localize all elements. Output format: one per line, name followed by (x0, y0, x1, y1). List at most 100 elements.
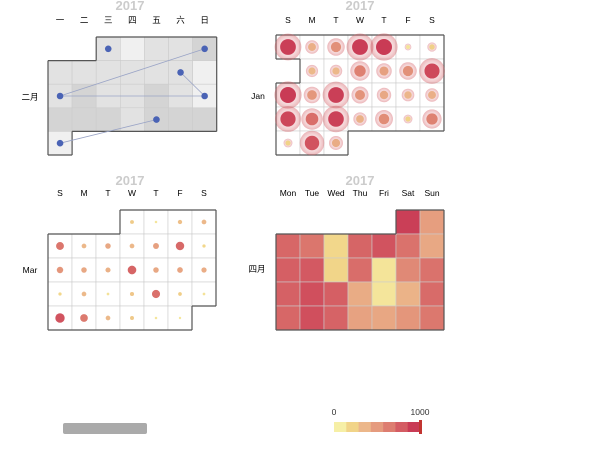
visual-map-handle (419, 420, 422, 434)
chart4-weekday-label: Thu (353, 188, 368, 198)
chart2-point (280, 39, 296, 55)
chart3-point (130, 316, 134, 320)
chart1-weekday-label: 二 (80, 15, 89, 25)
chart4-weekday-label: Sun (424, 188, 439, 198)
chart2-point (424, 63, 440, 79)
visual-map-segment (407, 422, 421, 432)
chart1-cell (95, 107, 121, 132)
chart2-point (304, 135, 320, 151)
chart4-weekday-label: Wed (327, 188, 345, 198)
chart2-point (307, 90, 317, 100)
chart1-cell (47, 107, 73, 132)
chart3-weekday-label: T (153, 188, 158, 198)
visual-map-max-label: 1000 (411, 407, 430, 417)
chart1-cell (71, 60, 97, 85)
chart2-point (378, 113, 390, 125)
chart3-point (105, 243, 111, 249)
chart1-point (153, 116, 160, 123)
chart4-cell (299, 281, 325, 307)
chart1-cell (168, 107, 193, 132)
chart1-weekday-label: 四 (128, 15, 137, 25)
chart2-point (308, 67, 316, 75)
chart4-month-border (275, 209, 445, 331)
chart4-cell (395, 305, 421, 331)
chart3-point (105, 267, 111, 273)
chart3-point (127, 265, 137, 275)
chart2-point (379, 66, 389, 76)
chart1-cell (192, 60, 218, 85)
chart3-point (178, 292, 182, 296)
chart2-point (429, 44, 435, 50)
chart3-weekday-label: W (128, 188, 136, 198)
chart3-point (105, 315, 111, 321)
chart2-point (404, 91, 412, 99)
chart1-point (56, 92, 64, 100)
chart3-point (154, 220, 158, 224)
chart3-point (81, 291, 87, 297)
chart4-cell (419, 233, 445, 259)
chart4-cell (371, 281, 397, 307)
chart3-point (154, 316, 158, 320)
chart4-cell (395, 233, 421, 259)
visual-map-segment (370, 422, 384, 432)
chart4-weekday-label: Fri (379, 188, 389, 198)
chart4-cell (419, 257, 445, 283)
chart4-cell (275, 305, 301, 331)
chart4-cell (275, 281, 301, 307)
chart1-cell (192, 107, 218, 132)
visual-map[interactable]: 0 1000 (332, 407, 430, 434)
chart2-year-label: 2017 (346, 0, 375, 13)
chart2-weekday-label: W (356, 15, 364, 25)
chart4-cell (395, 281, 421, 307)
chart3-month-label: Mar (23, 265, 38, 275)
chart3-cell (119, 305, 145, 331)
chart4-cell (419, 281, 445, 307)
chart3-point (56, 242, 64, 250)
chart1-line (59, 48, 205, 97)
chart2-point (280, 111, 296, 127)
chart3-weekday-label: M (80, 188, 87, 198)
chart4-cell (323, 305, 349, 331)
chart3-point (129, 291, 135, 297)
chart2-point (280, 87, 296, 103)
chart2-point (376, 39, 392, 55)
chart1-point (177, 69, 184, 76)
chart2-month-label: Jan (251, 91, 265, 101)
chart4-cell (371, 233, 397, 259)
chart4-year-label: 2017 (346, 173, 375, 188)
chart2-point (356, 115, 364, 123)
chart4-cell (347, 233, 373, 259)
chart1-cell (120, 36, 145, 61)
chart2-point (285, 140, 291, 146)
chart3-point (177, 267, 183, 273)
chart4-cell (323, 281, 349, 307)
bottom-left-bar[interactable] (63, 423, 147, 434)
chart4-cell (299, 305, 325, 331)
chart3-weekday-label: T (105, 188, 110, 198)
chart3-point (106, 292, 110, 296)
chart3-weekday-label: S (57, 188, 63, 198)
chart2-weekday-label: M (308, 15, 315, 25)
chart4-group: Mon Tue Wed Thu Fri Sat Sun (275, 188, 445, 331)
chart2-point (354, 89, 366, 101)
chart3-year-label: 2017 (116, 173, 145, 188)
chart1-group: 一二三四五六日 (47, 15, 218, 156)
chart2-point (328, 87, 344, 103)
chart1-weekday-label: 一 (56, 15, 65, 25)
chart3-point (81, 243, 87, 249)
chart3-point (55, 313, 65, 323)
chart4-cell (347, 305, 373, 331)
visual-map-segment (358, 422, 372, 432)
chart3-point (153, 267, 159, 273)
chart2-point (428, 91, 436, 99)
chart1-line (180, 72, 205, 97)
chart4-cell (371, 257, 397, 283)
chart4-weekday-label: Sat (402, 188, 415, 198)
chart3-point (130, 220, 134, 224)
chart1-cell (47, 60, 73, 85)
chart2-weekday-label: S (429, 15, 435, 25)
chart3-point (202, 292, 206, 296)
